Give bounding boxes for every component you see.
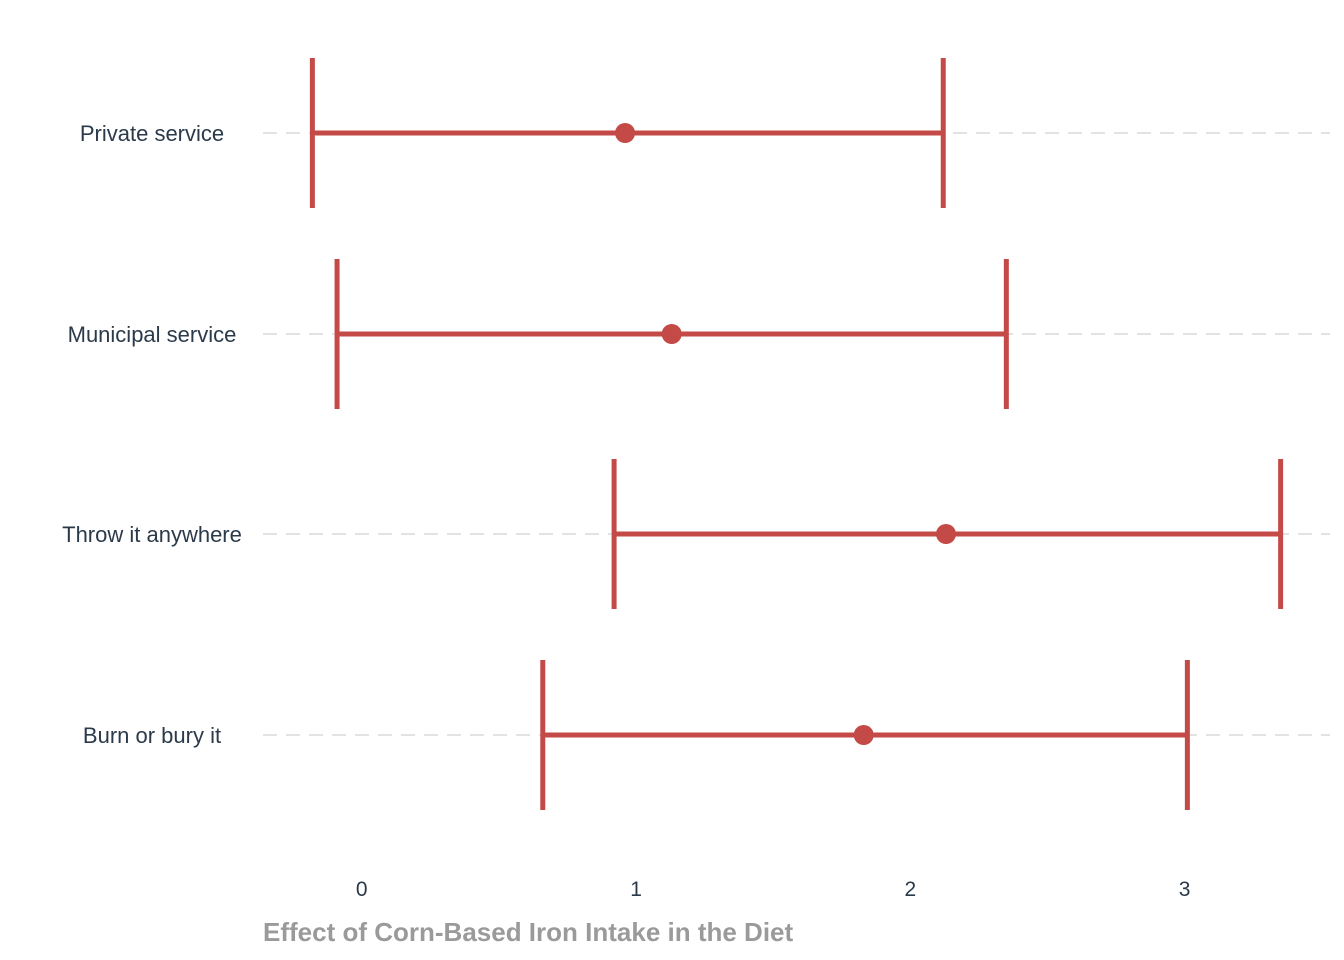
x-axis-title: Effect of Corn-Based Iron Intake in the … xyxy=(263,917,794,947)
category-label: Burn or bury it xyxy=(83,723,221,748)
estimate-point xyxy=(935,524,956,544)
estimate-point xyxy=(853,725,874,745)
x-tick-label: 0 xyxy=(356,878,368,901)
x-tick-label: 1 xyxy=(630,878,642,901)
error-bars xyxy=(309,58,1284,810)
x-tick-labels: 0 1 2 3 xyxy=(356,878,1191,901)
category-label: Municipal service xyxy=(68,322,237,347)
x-tick-label: 3 xyxy=(1179,878,1191,901)
category-label: Throw it anywhere xyxy=(62,522,242,547)
category-labels: Private service Municipal service Throw it… xyxy=(62,121,242,748)
gridlines xyxy=(263,132,1330,736)
estimate-point xyxy=(661,324,682,344)
x-tick-label: 2 xyxy=(904,878,916,901)
estimate-point xyxy=(615,123,636,143)
category-label: Private service xyxy=(80,121,224,146)
